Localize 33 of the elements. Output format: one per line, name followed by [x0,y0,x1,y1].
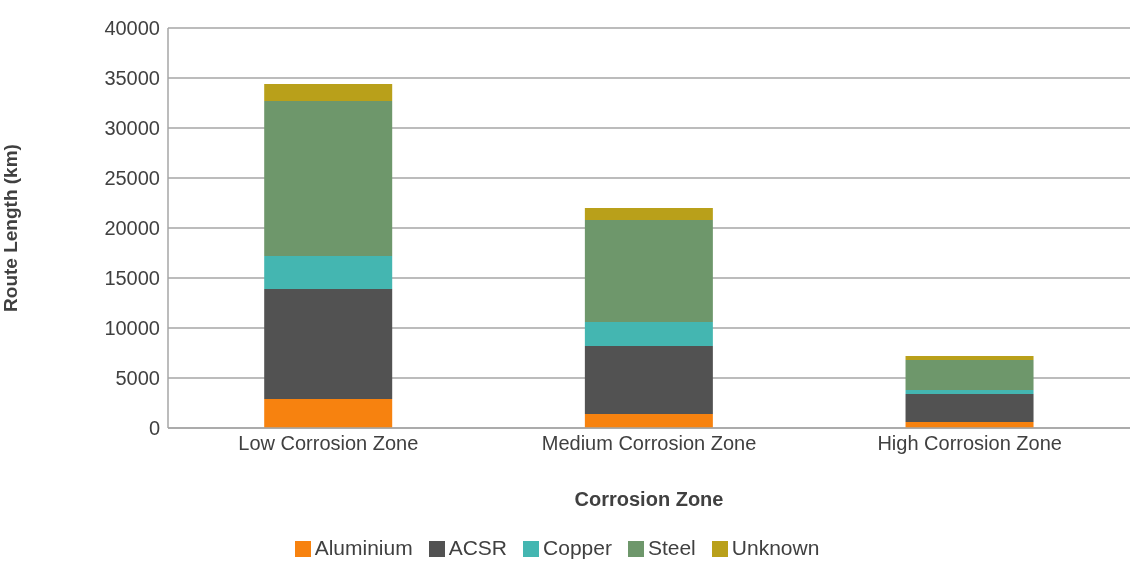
y-axis-title: Route Length (km) [0,144,21,312]
legend-label: Aluminium [314,536,413,559]
bar [905,360,1034,390]
legend-label: Copper [543,536,612,559]
y-tick-label: 40000 [104,17,160,40]
bar [584,208,713,220]
x-axis-title: Corrosion Zone [574,488,724,511]
legend-label: Unknown [731,536,820,559]
legend-label: Steel [647,536,696,559]
legend-label: ACSR [448,536,508,559]
bar [264,101,393,256]
y-tick-label: 25000 [104,167,160,190]
bar [905,394,1034,422]
y-tick-label: 30000 [104,117,160,140]
y-tick-label: 0 [148,417,160,440]
bar [264,399,393,428]
bar [264,289,393,399]
bar [584,346,713,414]
bar [264,84,393,101]
bar [584,414,713,428]
x-tick-label: High Corrosion Zone [877,432,1062,455]
y-tick-label: 10000 [104,317,160,340]
bar [584,322,713,346]
y-tick-label: 15000 [104,267,160,290]
x-tick-label: Low Corrosion Zone [238,432,419,455]
bar [584,220,713,322]
bar [264,256,393,289]
bar [905,390,1034,394]
bar [905,356,1034,360]
y-tick-label: 5000 [115,367,160,390]
y-tick-label: 35000 [104,67,160,90]
x-tick-label: Medium Corrosion Zone [541,432,757,455]
y-tick-label: 20000 [104,217,160,240]
